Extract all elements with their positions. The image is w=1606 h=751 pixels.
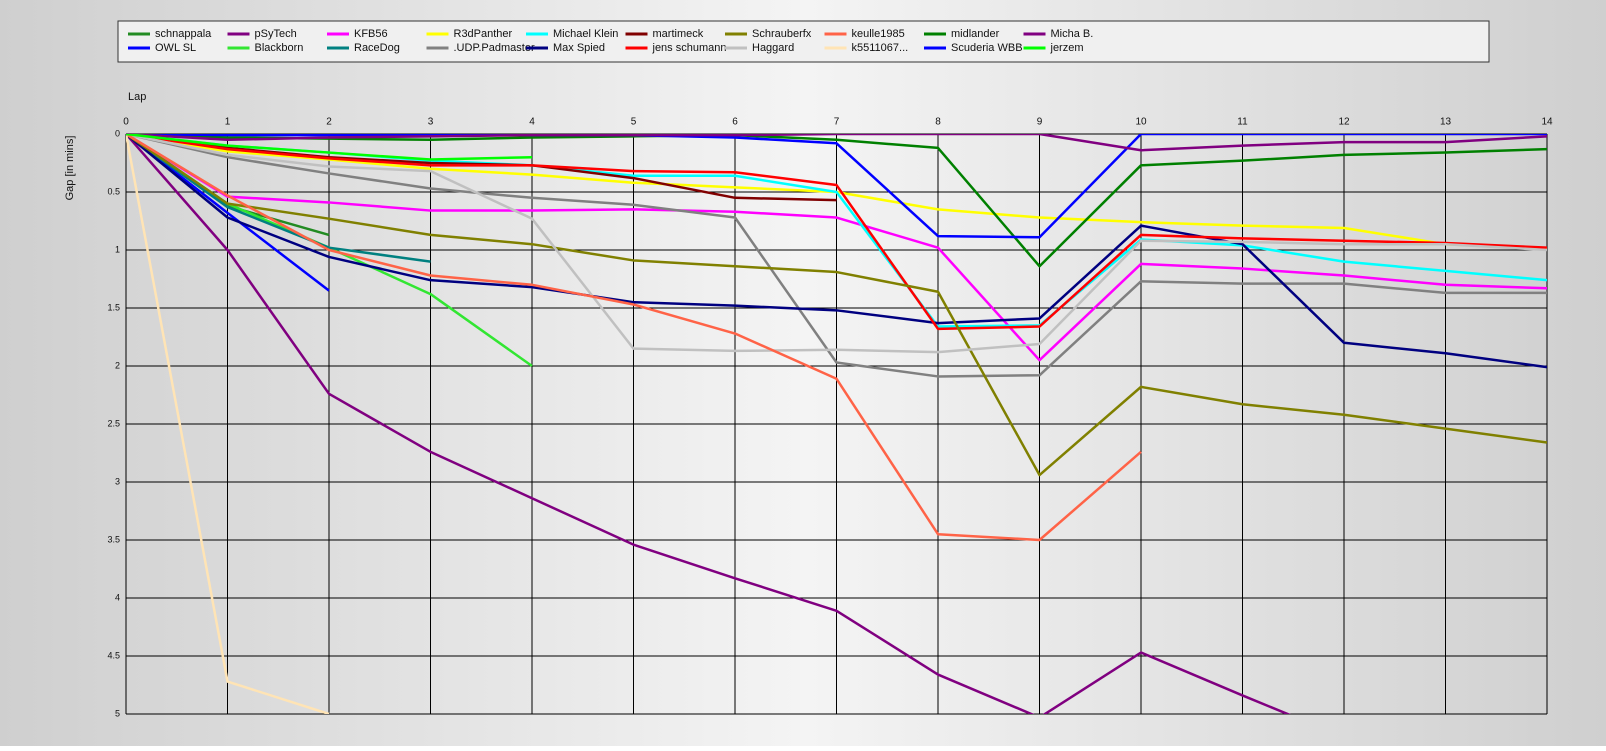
legend-label: schnappala (155, 28, 212, 40)
legend-label: jerzem (1050, 42, 1084, 54)
series-line (126, 134, 533, 161)
series-line (126, 134, 1547, 239)
y-tick-label: 0 (115, 128, 120, 138)
series-line (126, 134, 1547, 268)
y-tick-label: 2 (115, 360, 120, 370)
x-tick-label: 11 (1237, 117, 1248, 128)
y-tick-label: 1 (115, 244, 120, 254)
x-tick-label: 7 (834, 117, 840, 128)
x-axis-label: Lap (128, 91, 146, 103)
legend-label: .UDP.Padmaster (454, 42, 535, 54)
legend-label: jens schumann (652, 42, 727, 54)
legend-label: k5511067... (852, 42, 909, 54)
legend-label: Blackborn (255, 42, 304, 54)
legend: schnappala OWL SL pSyTech Blackborn KFB56 Rac… (128, 28, 1093, 54)
y-tick-label: 1.5 (107, 302, 120, 312)
y-tick-label: 3.5 (107, 534, 120, 544)
legend-label: Schrauberfx (752, 28, 812, 40)
series-line (126, 134, 1547, 331)
legend-label: Micha B. (1051, 28, 1094, 40)
legend-label: RaceDog (354, 42, 400, 54)
legend-label: Max Spied (553, 42, 605, 54)
series-line (126, 134, 330, 714)
x-tick-label: 2 (326, 117, 332, 128)
x-tick-label: 9 (1037, 117, 1043, 128)
legend-label: KFB56 (354, 28, 388, 40)
x-tick-label: 13 (1440, 117, 1452, 128)
series-line (126, 134, 1547, 354)
y-tick-label: 2.5 (107, 418, 120, 428)
y-tick-label: 3 (115, 476, 120, 486)
y-axis-label: Gap [in mins] (64, 136, 76, 201)
grid: 00.511.522.533.544.550 1 2 3 4 5 6 7 8 9 10 11 12 13 1… (107, 117, 1553, 719)
x-tick-label: 12 (1338, 117, 1350, 128)
legend-label: pSyTech (255, 28, 297, 40)
y-tick-label: 0.5 (107, 186, 120, 196)
legend-label: OWL SL (155, 42, 196, 54)
series-line (126, 134, 1547, 369)
x-tick-label: 8 (935, 117, 941, 128)
series-line (126, 134, 1547, 378)
x-tick-label: 3 (428, 117, 434, 128)
legend-label: Michael Klein (553, 28, 618, 40)
x-tick-label: 14 (1541, 117, 1553, 128)
x-tick-label: 5 (631, 117, 637, 128)
x-tick-label: 6 (732, 117, 738, 128)
legend-label: martimeck (653, 28, 704, 40)
series-line (126, 134, 431, 263)
legend-label: keulle1985 (852, 28, 905, 40)
x-tick-label: 1 (225, 117, 231, 128)
legend-box (117, 20, 1490, 63)
series-line (126, 134, 1547, 362)
legend-label: R3dPanther (454, 28, 513, 40)
series-line (126, 134, 837, 202)
series-line (126, 134, 1547, 477)
legend-label: Haggard (752, 42, 794, 54)
y-tick-label: 4.5 (107, 650, 120, 660)
y-tick-label: 5 (115, 708, 120, 718)
legend-label: midlander (951, 28, 1000, 40)
x-tick-label: 10 (1135, 117, 1147, 128)
series-line (126, 134, 1547, 152)
x-tick-label: 0 (123, 117, 129, 128)
y-tick-label: 4 (115, 592, 120, 602)
plot-lines (126, 134, 1547, 714)
legend-label: Scuderia WBB (951, 42, 1023, 54)
series-line (126, 134, 1291, 714)
x-tick-label: 4 (529, 117, 535, 128)
series-line (126, 134, 1142, 542)
